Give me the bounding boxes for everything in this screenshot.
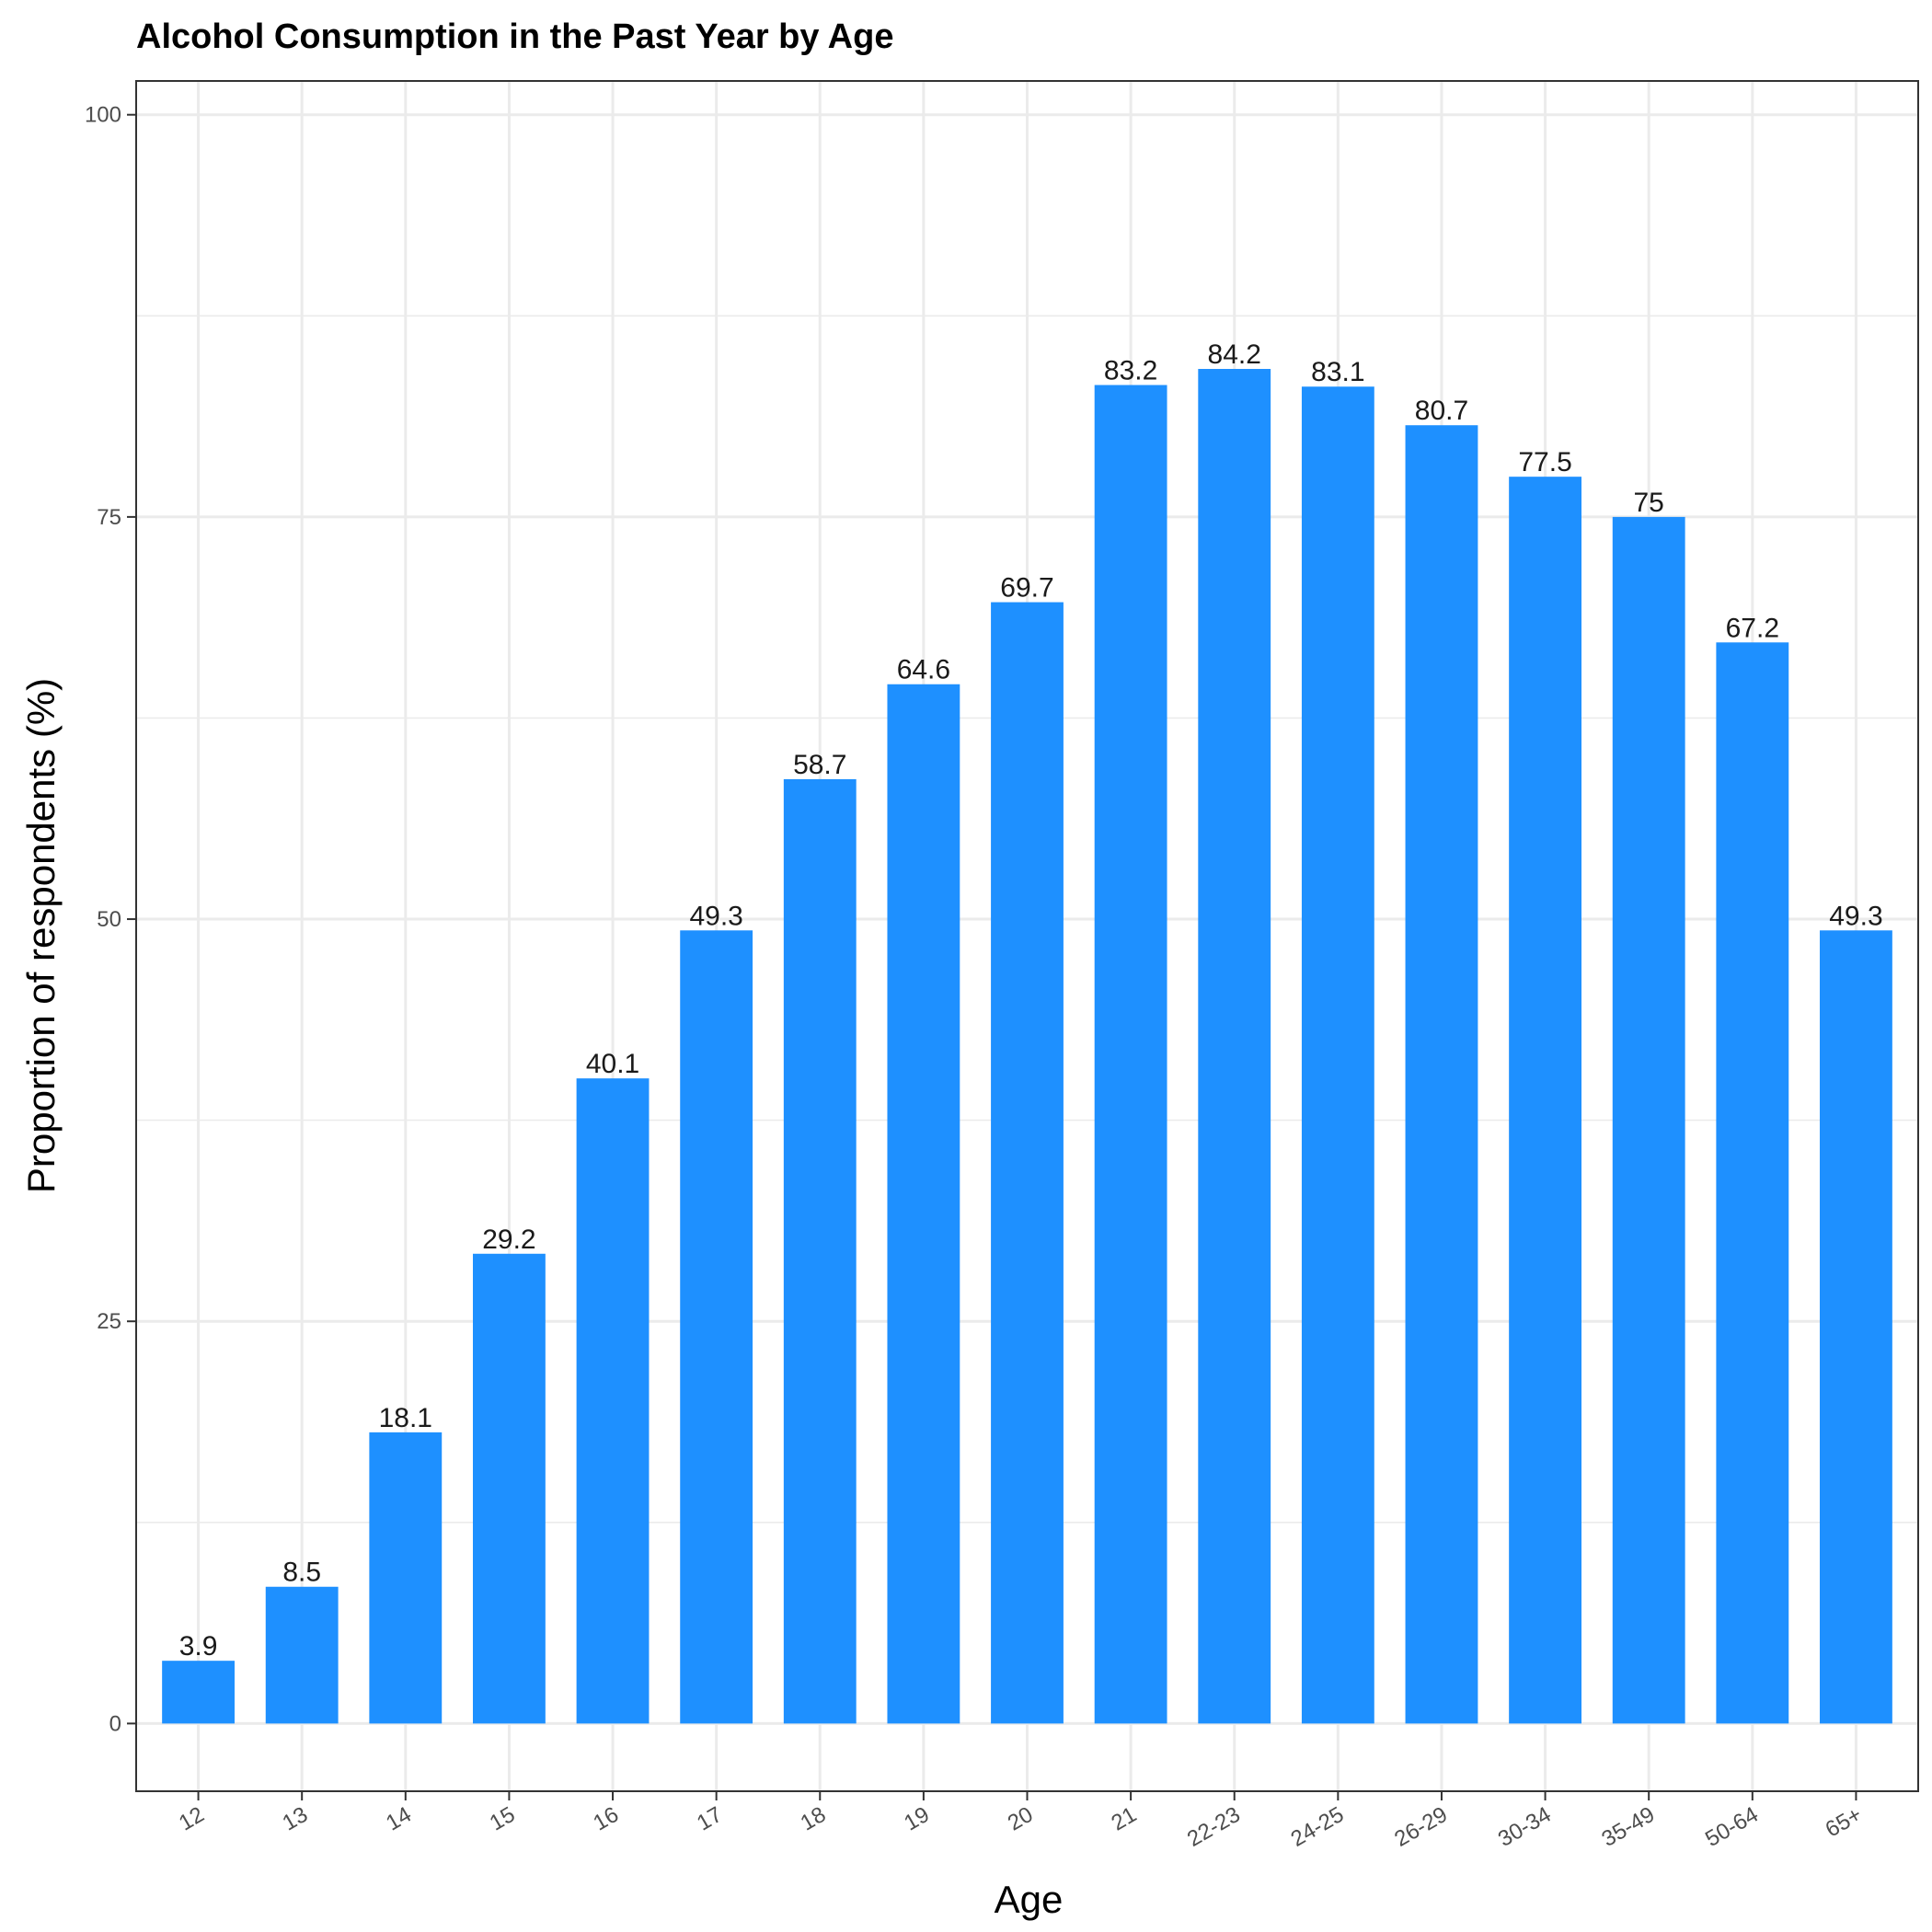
data-label: 49.3 [1829, 901, 1882, 931]
x-tick-label: 17 [693, 1802, 727, 1836]
bar [162, 1661, 235, 1724]
x-tick-label: 20 [1004, 1802, 1038, 1836]
x-tick-label: 24-25 [1287, 1802, 1349, 1852]
x-tick-label: 50-64 [1701, 1802, 1763, 1852]
bar [473, 1253, 546, 1724]
x-tick-label: 13 [279, 1802, 313, 1836]
y-tick-label: 75 [97, 505, 121, 530]
bar [1094, 385, 1167, 1724]
bars [162, 369, 1892, 1724]
data-label: 83.2 [1104, 355, 1157, 385]
data-label: 40.1 [586, 1049, 639, 1079]
data-label: 8.5 [282, 1558, 321, 1588]
bar [265, 1586, 339, 1724]
data-label: 3.9 [179, 1631, 218, 1662]
data-label: 67.2 [1726, 613, 1779, 643]
data-label: 75 [1634, 488, 1664, 518]
bar [1405, 425, 1478, 1724]
bar [369, 1432, 443, 1724]
bar [576, 1078, 650, 1724]
data-label: 77.5 [1518, 447, 1571, 477]
bar [887, 684, 960, 1724]
bar [680, 930, 753, 1724]
y-tick-label: 100 [85, 103, 121, 128]
chart-title: Alcohol Consumption in the Past Year by … [136, 17, 893, 56]
x-tick-label: 35-49 [1598, 1802, 1660, 1852]
x-tick-label: 30-34 [1494, 1802, 1556, 1852]
x-tick-label: 15 [486, 1802, 520, 1836]
data-label: 80.7 [1415, 396, 1468, 426]
x-axis: 12 13 14 15 16 17 18 19 20 21 22-23 24-25 26-29 30-34… [175, 1791, 1866, 1852]
x-tick-label: 22-23 [1183, 1802, 1245, 1852]
y-tick-label: 50 [97, 907, 121, 932]
x-axis-title: Age [995, 1878, 1064, 1921]
bar [1301, 386, 1374, 1724]
data-label: 18.1 [379, 1403, 432, 1433]
data-label: 29.2 [482, 1225, 535, 1255]
y-axis-title: Proportion of respondents (%) [19, 678, 63, 1193]
x-tick-label: 12 [175, 1802, 209, 1836]
y-tick-label: 25 [97, 1309, 121, 1334]
bar [1509, 477, 1581, 1724]
bar [1716, 642, 1789, 1724]
y-axis: 0 25 50 75 100 [85, 103, 136, 1736]
data-label: 84.2 [1208, 339, 1261, 370]
bar [1820, 930, 1892, 1724]
x-tick-label: 14 [382, 1802, 416, 1836]
data-label: 64.6 [897, 655, 950, 685]
bar [783, 778, 857, 1724]
x-tick-label: 65+ [1822, 1802, 1867, 1843]
x-tick-label: 16 [589, 1802, 623, 1836]
bar [1612, 516, 1685, 1724]
x-tick-label: 21 [1107, 1802, 1141, 1836]
data-label: 69.7 [1000, 573, 1053, 604]
x-tick-label: 26-29 [1390, 1802, 1452, 1852]
y-tick-label: 0 [109, 1711, 121, 1736]
x-tick-label: 18 [797, 1802, 831, 1836]
x-tick-label: 19 [900, 1802, 934, 1836]
data-label: 83.1 [1311, 357, 1364, 387]
bar [1198, 369, 1271, 1724]
data-labels: 3.9 8.5 18.1 29.2 40.1 49.3 58.7 64.6 69.7 83.2 84… [179, 339, 1883, 1662]
data-label: 49.3 [689, 901, 742, 931]
data-label: 58.7 [793, 750, 846, 780]
bar [991, 602, 1064, 1724]
